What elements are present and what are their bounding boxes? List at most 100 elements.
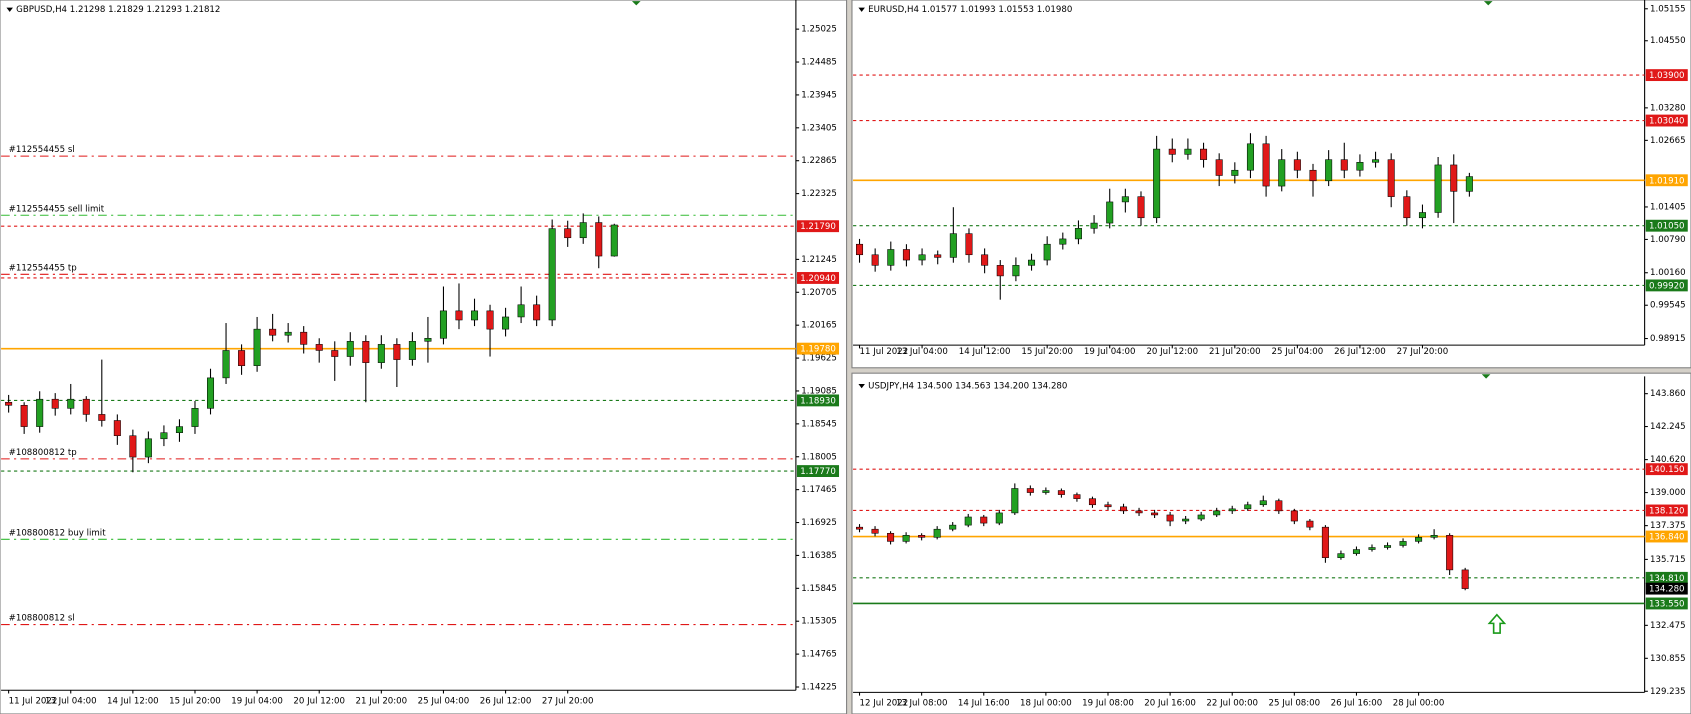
candle-body [269, 328, 277, 336]
candle-body [856, 526, 864, 530]
candle-body [1073, 494, 1081, 499]
candle-body [1368, 547, 1376, 550]
x-tick-label: 14 Jul 12:00 [959, 347, 1011, 357]
y-tick-label: 140.620 [1650, 455, 1686, 465]
price-tag-label: 133.550 [1649, 600, 1685, 610]
price-tag-label: 1.20940 [800, 274, 836, 284]
y-tick-label: 1.18005 [801, 452, 837, 462]
candle-body [377, 344, 385, 363]
candle-body [1337, 553, 1345, 558]
candle-body [1153, 148, 1161, 219]
candle-body [455, 310, 463, 321]
price-tag [1645, 114, 1688, 127]
order-label: #108800812 buy limit [9, 528, 107, 538]
shift-marker [631, 1, 641, 6]
candle-body [871, 254, 879, 266]
candle-body [393, 344, 401, 360]
candle-body [424, 338, 432, 342]
candle-body [253, 328, 261, 366]
candle-body [98, 414, 106, 421]
y-tick-label: 1.19085 [801, 386, 837, 396]
candle-body [1262, 143, 1270, 187]
order-label: #108800812 tp [9, 448, 77, 458]
x-tick-label: 27 Jul 20:00 [1397, 347, 1449, 357]
candle-body [995, 512, 1003, 524]
y-tick-label: 1.23405 [801, 123, 837, 133]
x-tick-label: 14 Jul 12:00 [107, 697, 159, 707]
candle-body [933, 528, 941, 538]
y-tick-label: 1.16385 [801, 551, 837, 561]
candle-body [67, 398, 75, 409]
price-tag-label: 136.840 [1649, 533, 1685, 543]
y-tick-label: 139.000 [1650, 488, 1686, 498]
y-tick-label: 1.15305 [801, 617, 837, 627]
x-tick-label: 27 Jul 20:00 [542, 697, 594, 707]
x-tick-label: 19 Jul 04:00 [1084, 347, 1136, 357]
candle-body [1246, 143, 1254, 171]
price-tag-label: 0.99920 [1649, 281, 1685, 291]
candle-body [1384, 545, 1392, 548]
y-tick-label: 1.21245 [801, 255, 837, 265]
header-triangle [6, 7, 13, 12]
x-tick-label: 12 Jul 2022 [860, 699, 909, 709]
candle-body [533, 304, 541, 321]
price-tag [1645, 174, 1688, 187]
candle-body [1182, 518, 1190, 522]
candle-body [1309, 169, 1317, 182]
candle-body [1259, 500, 1267, 506]
candle-body [1215, 159, 1223, 176]
x-tick-label: 28 Jul 00:00 [1393, 699, 1445, 709]
price-tag [796, 465, 840, 478]
panel-gbpusd [0, 0, 848, 714]
candle-body [1352, 549, 1360, 554]
candle-body [1450, 164, 1458, 192]
y-tick-label: 1.17465 [801, 485, 837, 495]
chart-header: EURUSD,H4 1.01577 1.01993 1.01553 1.0198… [868, 5, 1072, 15]
y-tick-label: 1.14225 [801, 683, 837, 693]
header-triangle [858, 383, 865, 389]
y-tick-label: 132.475 [1650, 621, 1686, 631]
header-triangle [858, 7, 865, 12]
x-tick-label: 13 Jul 04:00 [45, 697, 97, 707]
y-tick-label: 1.05155 [1650, 4, 1686, 14]
shift-marker [1481, 374, 1491, 379]
price-tag [1645, 530, 1688, 543]
candle-body [1430, 535, 1438, 538]
price-tag-label: 1.19780 [800, 345, 836, 355]
candle-body [1120, 506, 1128, 512]
y-tick-label: 1.22325 [801, 189, 837, 199]
panel-eurusd [851, 0, 1691, 369]
x-tick-label: 25 Jul 04:00 [1272, 347, 1324, 357]
candle-body [934, 254, 942, 258]
candle-body [1106, 201, 1114, 224]
candle-body [965, 233, 973, 256]
candle-body [346, 341, 354, 357]
y-tick-label: 1.18545 [801, 419, 837, 429]
x-tick-label: 20 Jul 12:00 [293, 697, 345, 707]
y-tick-label: 1.25025 [801, 25, 837, 35]
candle-body [471, 310, 479, 321]
order-label: #112554455 sl [9, 145, 75, 155]
price-tag [1645, 571, 1688, 584]
price-tag [1645, 504, 1688, 517]
price-tag-label: 140.150 [1649, 465, 1685, 475]
x-tick-label: 20 Jul 12:00 [1146, 347, 1198, 357]
price-tag-label: 1.21790 [800, 222, 836, 232]
candle-body [129, 435, 137, 458]
price-tag [796, 220, 840, 233]
candle-body [284, 331, 292, 336]
buy-arrow [1487, 613, 1507, 634]
candle-body [1074, 228, 1082, 240]
y-tick-label: 129.235 [1650, 687, 1686, 697]
price-tag [796, 342, 840, 355]
candle-body [439, 310, 447, 339]
y-tick-label: 1.22865 [801, 156, 837, 166]
price-tag-label: 1.03040 [1649, 117, 1685, 127]
y-tick-label: 143.860 [1650, 389, 1686, 399]
y-tick-label: 1.20165 [801, 321, 837, 331]
y-tick-label: 0.98915 [1650, 334, 1686, 344]
price-tag [1645, 582, 1688, 595]
y-tick-label: 1.24485 [801, 58, 837, 68]
price-tag [796, 394, 840, 407]
